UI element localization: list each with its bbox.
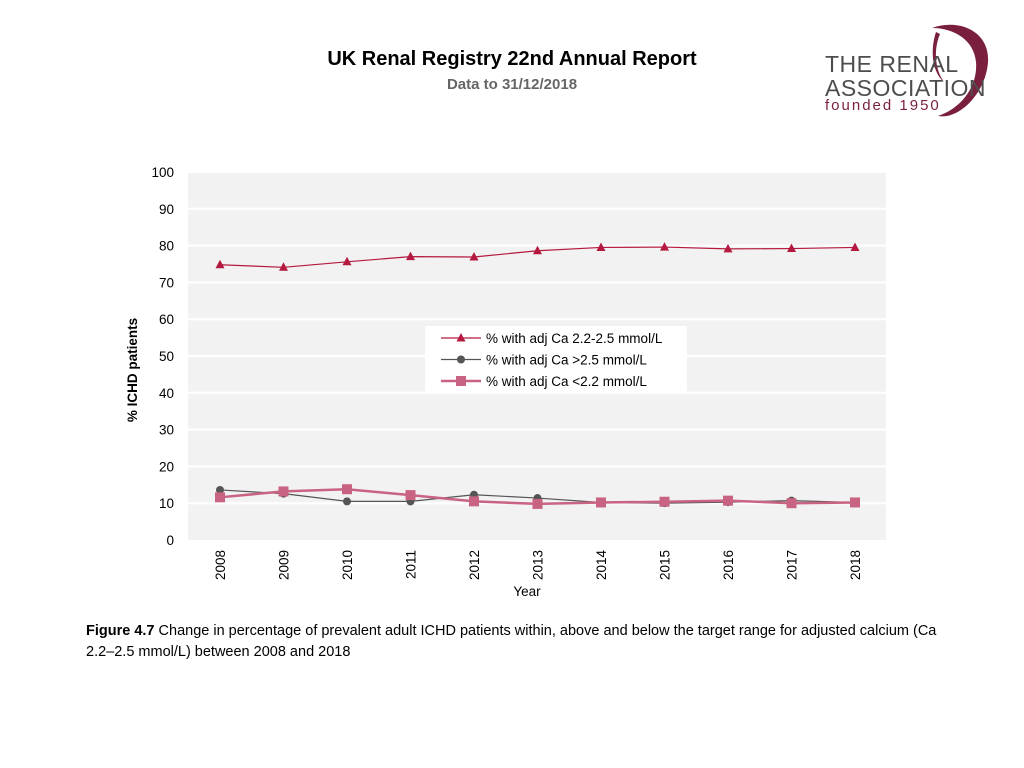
legend-marker	[456, 376, 466, 386]
data-point	[343, 497, 351, 506]
y-tick-label: 50	[159, 349, 174, 364]
y-tick-label: 40	[159, 386, 174, 401]
caption-label: Figure 4.7	[86, 623, 155, 639]
report-subtitle: Data to 31/12/2018	[446, 76, 578, 93]
data-point	[469, 252, 479, 261]
data-point	[786, 498, 797, 509]
legend-label: % with adj Ca <2.2 mmol/L	[486, 374, 647, 389]
x-tick-label: 2008	[213, 550, 228, 580]
data-point	[215, 492, 225, 503]
data-point	[405, 490, 416, 501]
data-point	[533, 245, 542, 255]
x-tick-label: 2011	[404, 550, 419, 579]
x-tick-label: 2017	[785, 550, 800, 580]
renal-association-logo: THE RENAL ASSOCIATION founded 1950	[820, 20, 1000, 120]
report-title: UK Renal Registry 22nd Annual Report	[327, 48, 697, 70]
data-point	[660, 242, 669, 251]
legend-marker	[456, 333, 466, 342]
x-tick-label: 2018	[848, 550, 863, 580]
data-point	[723, 243, 733, 253]
data-point	[596, 497, 606, 508]
y-tick-label: 10	[159, 496, 174, 511]
y-tick-label: 100	[151, 165, 174, 180]
x-tick-label: 2015	[658, 550, 673, 580]
data-point	[723, 495, 733, 506]
logo-text-line1: THE RENAL	[825, 51, 959, 77]
data-point	[342, 256, 352, 266]
data-point	[596, 242, 606, 251]
data-point	[850, 497, 860, 508]
y-tick-label: 0	[166, 533, 174, 548]
x-tick-label: 2016	[721, 550, 736, 580]
x-tick-label: 2014	[594, 550, 609, 581]
calcium-line-chart: 0 10 20 30 40 50 60 70 80 90 100 2008 2009 2010 2011 20…	[125, 165, 886, 599]
caption-text: Change in percentage of prevalent adult …	[86, 623, 937, 660]
legend-label: % with adj Ca >2.5 mmol/L	[486, 353, 647, 368]
y-tick-label: 20	[159, 459, 174, 474]
y-tick-label: 70	[159, 275, 174, 290]
data-point	[850, 242, 860, 251]
y-tick-label: 30	[159, 423, 174, 438]
figure-caption: Figure 4.7 Change in percentage of preva…	[86, 621, 946, 663]
legend-marker	[457, 355, 465, 364]
x-tick-label: 2012	[467, 550, 482, 580]
logo-text-founded: founded 1950	[825, 97, 941, 114]
legend-label: % with adj Ca 2.2-2.5 mmol/L	[486, 331, 663, 346]
x-tick-label: 2010	[340, 550, 355, 580]
y-tick-label: 90	[159, 202, 174, 217]
logo-text-line2: ASSOCIATION	[825, 75, 986, 101]
data-point	[279, 262, 288, 271]
data-point	[469, 496, 479, 507]
y-tick-label: 80	[159, 239, 174, 254]
logo-swoosh-icon	[932, 24, 989, 117]
data-point	[215, 259, 225, 269]
data-point	[659, 496, 670, 507]
data-point	[532, 498, 543, 509]
data-point	[216, 485, 224, 494]
x-tick-label: 2009	[277, 550, 292, 580]
y-axis-title: % ICHD patients	[125, 318, 140, 422]
data-point	[787, 243, 796, 253]
x-tick-label: 2013	[531, 550, 546, 580]
y-tick-label: 60	[159, 312, 174, 327]
x-axis-title: Year	[513, 584, 541, 599]
data-point	[406, 251, 415, 261]
data-point	[278, 486, 289, 497]
data-point	[342, 484, 352, 495]
